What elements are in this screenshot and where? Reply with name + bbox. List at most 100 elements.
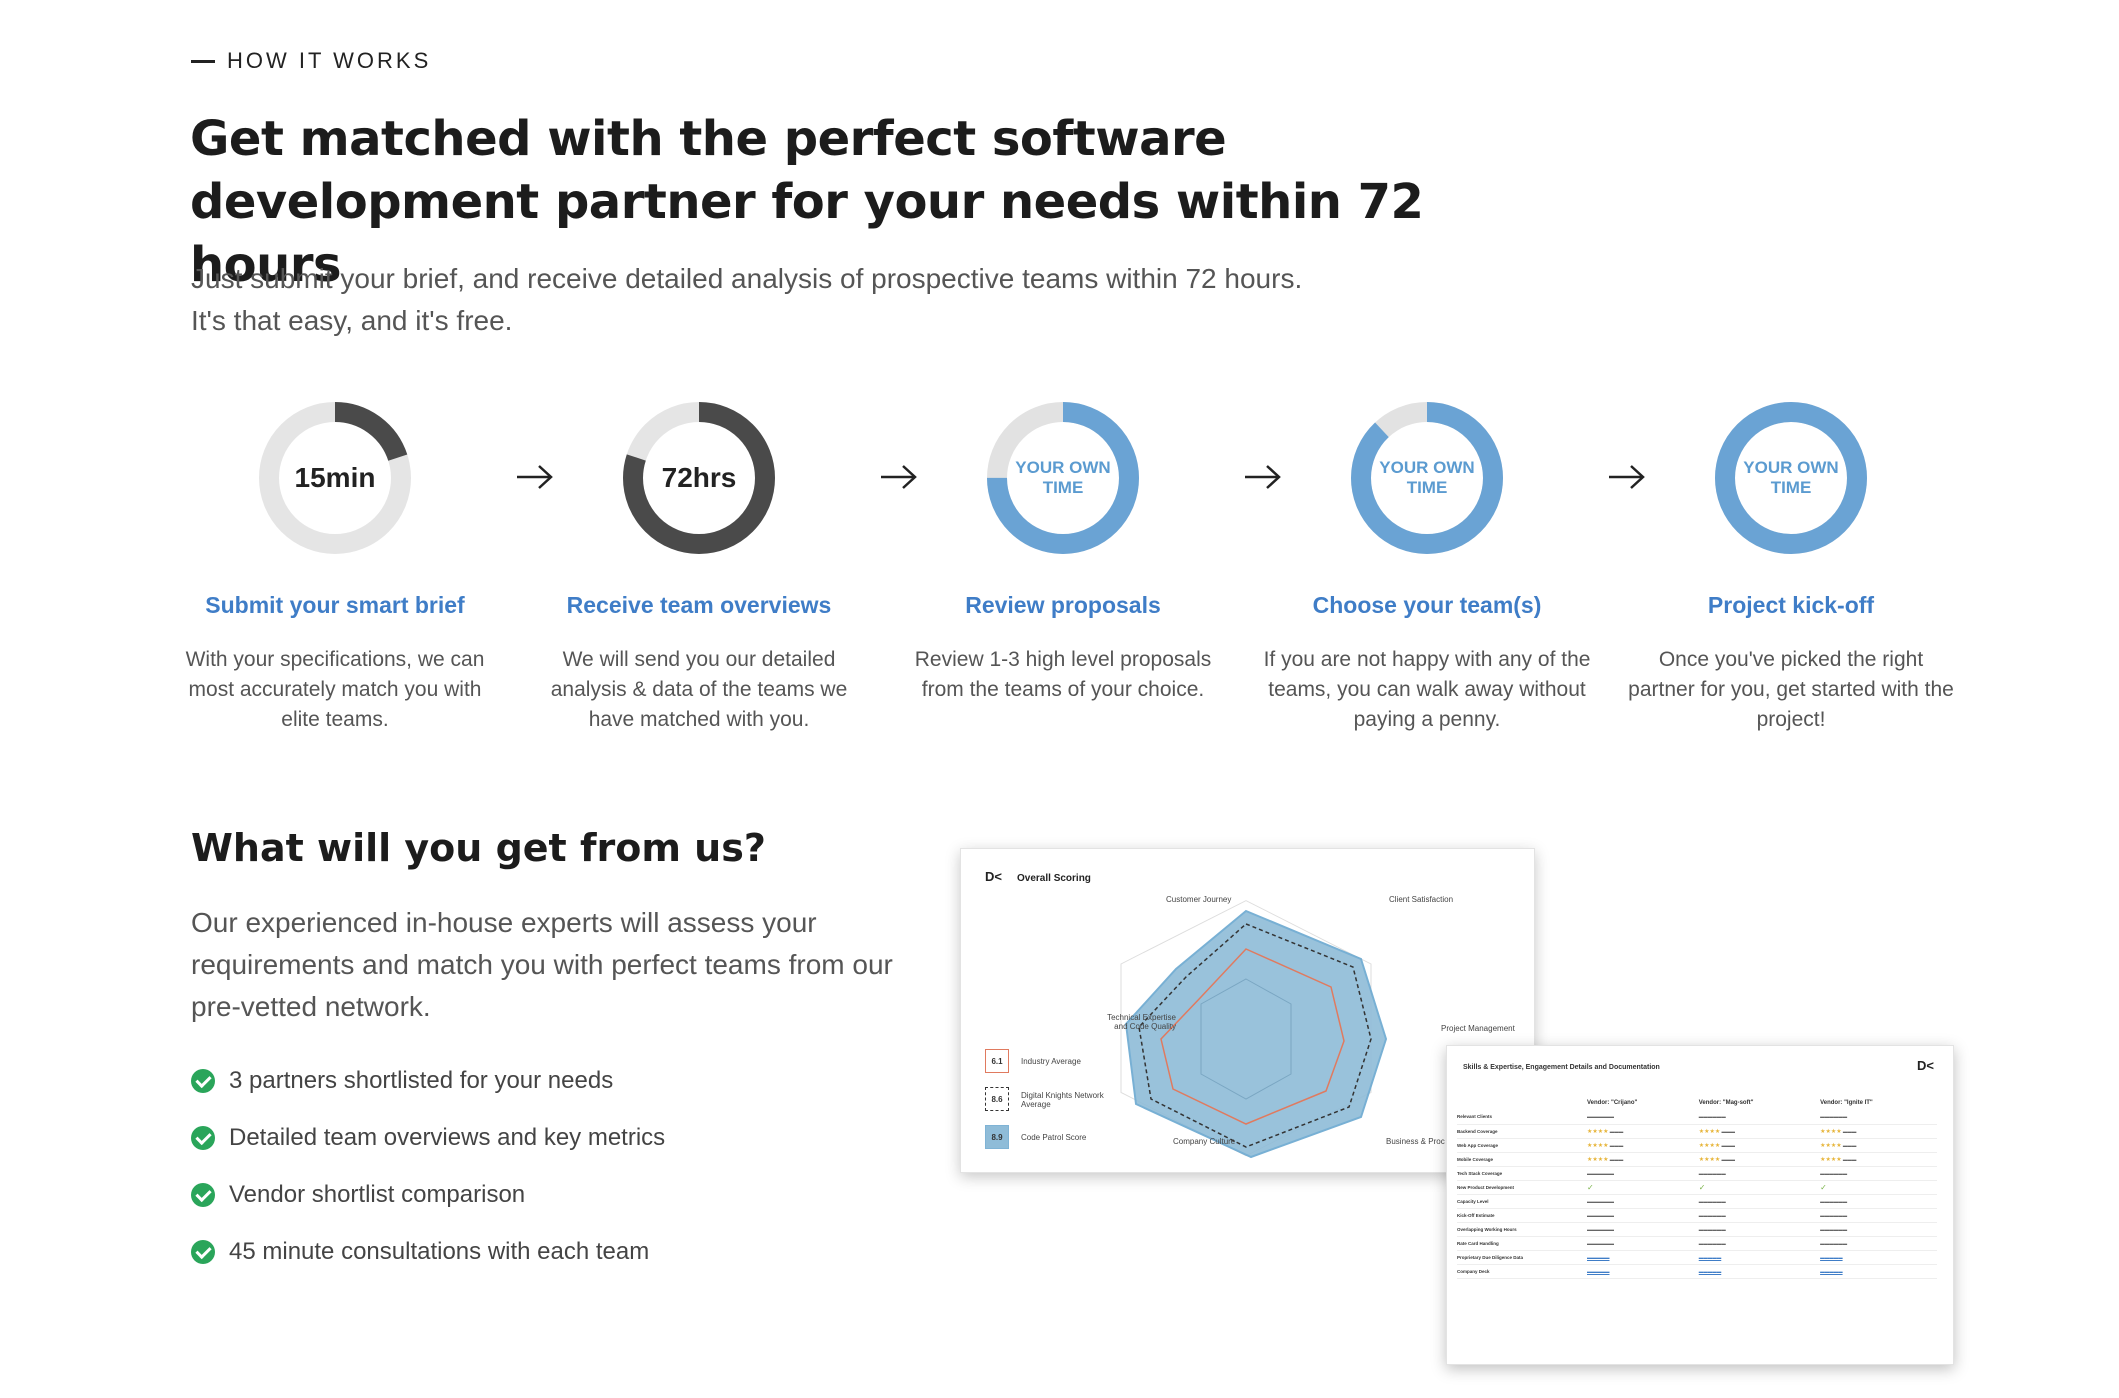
row-label: Tech Stack Coverage (1457, 1166, 1587, 1181)
row-label: Capacity Level (1457, 1194, 1587, 1209)
legend-swatch: 8.6 (985, 1087, 1009, 1111)
column-header: Vendor: "Crijano" (1587, 1100, 1638, 1106)
table-link[interactable]: ▬▬▬▬▬ (1587, 1250, 1699, 1265)
arrow-right-icon (1607, 462, 1647, 492)
progress-ring-graphic (1351, 402, 1503, 554)
step-title: Receive team overviews (566, 592, 832, 618)
step-5: YOUR OWN TIME Project kick-off Once you'… (1626, 400, 1956, 735)
table-cell: ▬▬▬▬▬▬ (1698, 1166, 1821, 1181)
step-description: With your specifications, we can most ac… (185, 648, 485, 731)
vendor-table: Vendor: "Crijano" Vendor: "Mag-soft" Ven… (1457, 1096, 1937, 1279)
table-link[interactable]: ▬▬▬▬▬ (1820, 1250, 1937, 1265)
step-1: 15min Submit your smart brief With your … (170, 400, 500, 735)
table-row: Relevant Clients ▬▬▬▬▬▬ ▬▬▬▬▬▬ ▬▬▬▬▬▬ (1457, 1110, 1937, 1125)
progress-ring: YOUR OWN TIME (1713, 400, 1869, 556)
checklist-item: Detailed team overviews and key metrics (191, 1109, 665, 1166)
table-cell: ▬▬▬▬▬▬ (1698, 1208, 1821, 1223)
star-rating-icon: ★★★★ (1587, 1128, 1609, 1135)
table-link[interactable]: ▬▬▬▬▬ (1820, 1264, 1937, 1279)
eyebrow-dash (191, 59, 215, 63)
checklist-item-label: Vendor shortlist comparison (229, 1180, 526, 1208)
progress-ring-graphic (987, 402, 1139, 554)
check-icon (191, 1239, 215, 1264)
star-rating-icon: ★★★★ (1820, 1142, 1842, 1149)
table-header-row: Vendor: "Crijano" Vendor: "Mag-soft" Ven… (1457, 1096, 1937, 1110)
row-label: Overlapping Working Hours (1457, 1222, 1587, 1237)
step-description: Review 1-3 high level proposals from the… (914, 648, 1212, 701)
table-cell: ▬▬▬▬▬▬ (1698, 1110, 1821, 1125)
table-cell: ▬▬▬▬▬▬ (1587, 1110, 1699, 1125)
table-row: Kick-Off Estimate ▬▬▬▬▬▬ ▬▬▬▬▬▬ ▬▬▬▬▬▬ (1457, 1208, 1937, 1223)
radar-grid-outer (1120, 900, 1372, 1157)
brand-logo: D< (985, 869, 1002, 884)
table-row: Mobile Coverage ★★★★ ▬▬▬ ★★★★ ▬▬▬ ★★★★ ▬▬▬ (1457, 1152, 1937, 1167)
table-cell: ★★★★ ▬▬▬ (1698, 1124, 1821, 1139)
table-row: New Product Development ✓ ✓ ✓ (1457, 1180, 1937, 1195)
table-row: Overlapping Working Hours ▬▬▬▬▬▬ ▬▬▬▬▬▬ ▬▬▬… (1457, 1222, 1937, 1237)
progress-ring: 15min (257, 400, 413, 556)
progress-ring: YOUR OWN TIME (985, 400, 1141, 556)
page-title: Get matched with the perfect software de… (190, 111, 1424, 293)
step-description: If you are not happy with any of the tea… (1263, 648, 1591, 731)
radar-grid-inner (1200, 978, 1292, 1100)
table-link[interactable]: ▬▬▬▬▬ (1698, 1250, 1821, 1265)
table-cell: ▬▬▬▬▬▬ (1587, 1236, 1699, 1251)
check-icon (191, 1182, 215, 1207)
card-title: Overall Scoring (1017, 873, 1091, 884)
legend-label: Industry Average (1021, 1057, 1081, 1066)
table-cell: ▬▬▬▬▬▬ (1698, 1194, 1821, 1209)
row-label: Rate Card Handling (1457, 1236, 1587, 1251)
ring-label: 72hrs (661, 462, 737, 493)
table-cell: ★★★★ ▬▬▬ (1587, 1152, 1699, 1167)
table-cell: ▬▬▬▬▬▬ (1587, 1222, 1699, 1237)
ring-label: YOUR OWN TIME (1379, 458, 1475, 497)
table-cell: ▬▬▬▬▬▬ (1587, 1208, 1699, 1223)
step-title: Project kick-off (1707, 592, 1875, 618)
row-label: Backend Coverage (1457, 1124, 1587, 1139)
star-rating-icon: ★★★★ (1698, 1156, 1721, 1163)
arrow-right-icon (1243, 462, 1283, 492)
checklist-item-label: 3 partners shortlisted for your needs (229, 1066, 614, 1094)
step-title: Submit your smart brief (205, 592, 465, 618)
check-icon: ✓ (1587, 1180, 1699, 1195)
table-cell: ▬▬▬▬▬▬ (1698, 1236, 1821, 1251)
legend-swatch: 8.9 (985, 1125, 1009, 1149)
section-title: What will you get from us? (191, 826, 766, 870)
table-link[interactable]: ▬▬▬▬▬ (1587, 1264, 1699, 1279)
checklist-item-label: 45 minute consultations with each team (229, 1237, 650, 1265)
table-cell: ▬▬▬▬▬▬ (1820, 1222, 1937, 1237)
table-row: Tech Stack Coverage ▬▬▬▬▬▬ ▬▬▬▬▬▬ ▬▬▬▬▬▬ (1457, 1166, 1937, 1181)
page-subtitle: Just submit your brief, and receive deta… (191, 263, 1303, 336)
legend-label: Digital Knights Network Average (1021, 1091, 1104, 1109)
row-label: New Product Development (1457, 1180, 1587, 1195)
eyebrow-text: HOW IT WORKS (227, 48, 432, 73)
table-cell: ★★★★ ▬▬▬ (1698, 1138, 1821, 1153)
table-row: Backend Coverage ★★★★ ▬▬▬ ★★★★ ▬▬▬ ★★★★ ▬▬▬ (1457, 1124, 1937, 1139)
star-rating-icon: ★★★★ (1587, 1156, 1609, 1163)
table-cell: ★★★★ ▬▬▬ (1820, 1138, 1937, 1153)
radar-chart (1120, 900, 1388, 1159)
table-row: Rate Card Handling ▬▬▬▬▬▬ ▬▬▬▬▬▬ ▬▬▬▬▬▬ (1457, 1236, 1937, 1251)
table-row: Company Deck ▬▬▬▬▬ ▬▬▬▬▬ ▬▬▬▬▬ (1457, 1264, 1937, 1279)
star-rating-icon: ★★★★ (1698, 1142, 1721, 1149)
progress-ring-graphic (1715, 402, 1867, 554)
table-cell: ▬▬▬▬▬▬ (1820, 1236, 1937, 1251)
table-link[interactable]: ▬▬▬▬▬ (1698, 1264, 1821, 1279)
axis-label: Technical Expertise and Code Quality (1107, 1013, 1176, 1031)
legend-label: Code Patrol Score (1021, 1133, 1087, 1142)
row-label: Proprietary Due Diligence Data (1457, 1250, 1587, 1265)
radar-industry-average (1160, 948, 1345, 1125)
brand-logo: D< (1917, 1058, 1934, 1073)
checklist-item: 3 partners shortlisted for your needs (191, 1052, 665, 1109)
column-header: Vendor: "Mag-soft" (1698, 1100, 1754, 1106)
check-icon: ✓ (1820, 1180, 1937, 1195)
arrow-right-icon (515, 462, 555, 492)
ring-label: 15min (294, 462, 376, 493)
table-cell: ★★★★ ▬▬▬ (1698, 1152, 1821, 1167)
axis-label: Project Management (1441, 1024, 1515, 1033)
ring-label: YOUR OWN TIME (1743, 458, 1839, 497)
table-cell: ▬▬▬▬▬▬ (1820, 1166, 1937, 1181)
row-label: Company Deck (1457, 1264, 1587, 1279)
steps-row: 15min Submit your smart brief With your … (170, 400, 1990, 740)
axis-label: Business & Proc (1386, 1137, 1445, 1146)
